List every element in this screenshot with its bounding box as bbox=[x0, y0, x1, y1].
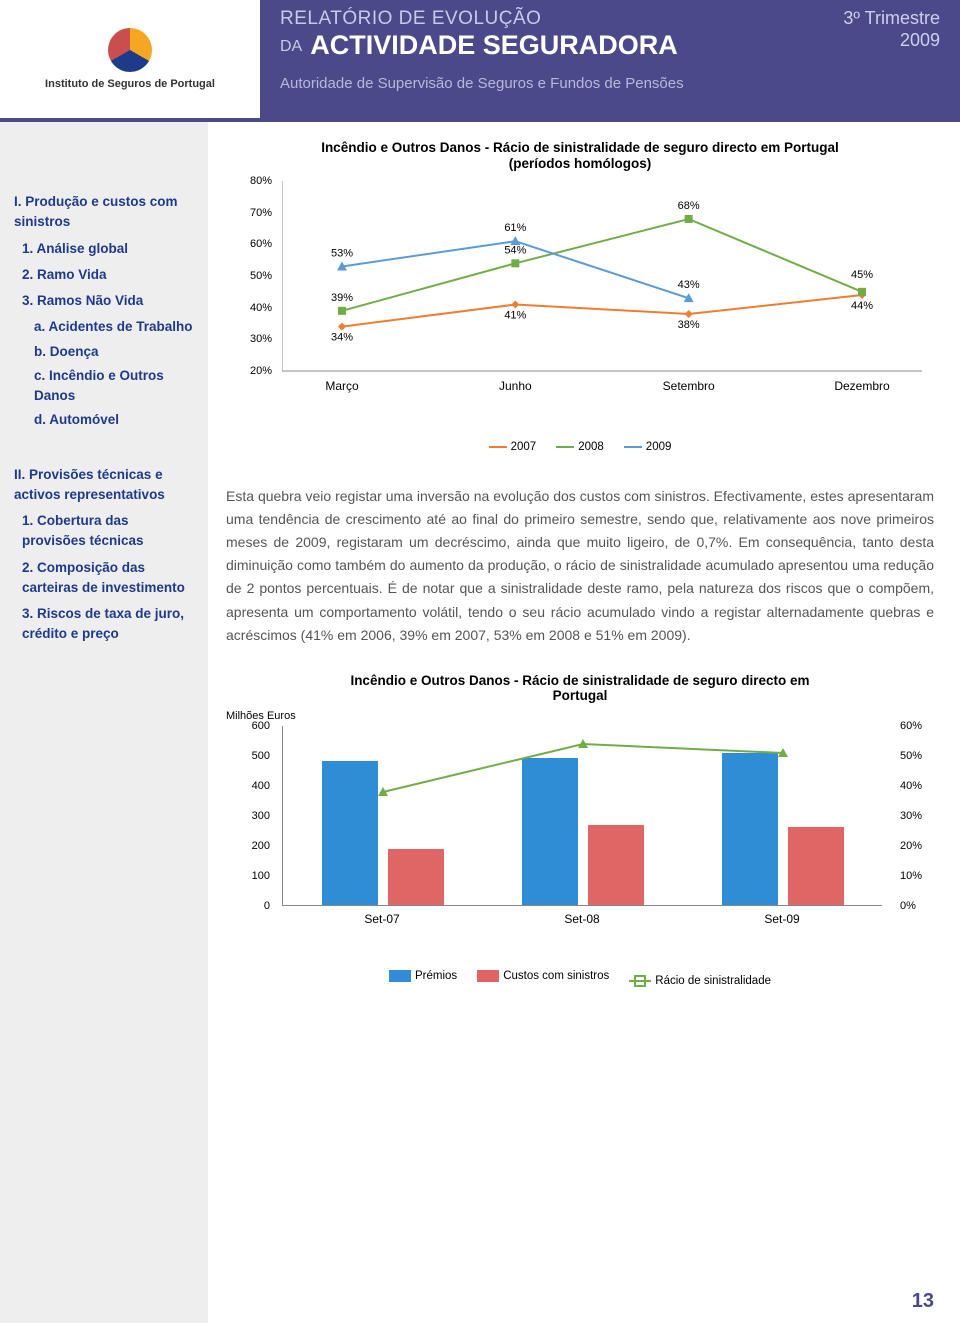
svg-text:53%: 53% bbox=[331, 248, 353, 260]
svg-text:38%: 38% bbox=[678, 319, 700, 331]
chart2-title: Incêndio e Outros Danos - Rácio de sinis… bbox=[226, 673, 934, 704]
chart1-ytick: 50% bbox=[226, 270, 272, 282]
content-area: Incêndio e Outros Danos - Rácio de sinis… bbox=[208, 122, 960, 1323]
legend-swatch-icon bbox=[389, 970, 411, 982]
legend-line-icon bbox=[629, 980, 651, 982]
chart1-ytick: 70% bbox=[226, 207, 272, 219]
nav-item-analise-global[interactable]: 1. Análise global bbox=[22, 239, 194, 259]
legend-swatch-icon bbox=[477, 970, 499, 982]
chart1-xtick: Junho bbox=[499, 379, 532, 393]
svg-text:41%: 41% bbox=[504, 310, 526, 322]
nav-sub-acidentes[interactable]: a. Acidentes de Trabalho bbox=[34, 317, 194, 337]
page-header: Instituto de Seguros de Portugal RELATÓR… bbox=[0, 0, 960, 120]
chart2-legend-item: Prémios bbox=[389, 970, 457, 982]
chart2-ytick-right: 40% bbox=[900, 780, 934, 792]
body-paragraph: Esta quebra veio registar uma inversão n… bbox=[226, 485, 934, 647]
chart2-ytick-right: 0% bbox=[900, 900, 934, 912]
nav-item-riscos[interactable]: 3. Riscos de taxa de juro, crédito e pre… bbox=[22, 604, 194, 645]
chart1-legend-item: 2008 bbox=[556, 441, 604, 453]
nav-section-1[interactable]: I. Produção e custos com sinistros bbox=[14, 192, 194, 233]
chart2-ytick-left: 300 bbox=[236, 810, 270, 822]
chart1-ytick: 30% bbox=[226, 333, 272, 345]
chart2-ytick-left: 0 bbox=[236, 900, 270, 912]
chart1-line: 20%30%40%50%60%70%80%34%41%38%44%39%54%6… bbox=[226, 181, 934, 431]
svg-text:61%: 61% bbox=[504, 222, 526, 234]
chart1-legend-item: 2007 bbox=[489, 441, 537, 453]
report-title-line2: DAACTIVIDADE SEGURADORA bbox=[280, 30, 678, 61]
svg-text:39%: 39% bbox=[331, 292, 353, 304]
logo-text: Instituto de Seguros de Portugal bbox=[45, 78, 215, 90]
nav-item-cobertura[interactable]: 1. Cobertura das provisões técnicas bbox=[22, 511, 194, 552]
chart1-ytick: 80% bbox=[226, 175, 272, 187]
logo-icon bbox=[108, 28, 152, 72]
legend-swatch-icon bbox=[489, 446, 507, 448]
svg-text:44%: 44% bbox=[851, 300, 873, 312]
chart1-ytick: 60% bbox=[226, 238, 272, 250]
chart2-ytick-right: 20% bbox=[900, 840, 934, 852]
chart1-ytick: 40% bbox=[226, 302, 272, 314]
chart2-xtick: Set-07 bbox=[364, 912, 399, 926]
nav-section-2[interactable]: II. Provisões técnicas e activos represe… bbox=[14, 465, 194, 506]
chart2-legend: Prémios Custos com sinistros Rácio de sini… bbox=[226, 970, 934, 987]
chart1-legend-item: 2009 bbox=[624, 441, 672, 453]
nav-item-ramos-nao-vida[interactable]: 3. Ramos Não Vida bbox=[22, 291, 194, 311]
chart1-xtick: Setembro bbox=[663, 379, 715, 393]
header-subtitle: Autoridade de Supervisão de Seguros e Fu… bbox=[280, 75, 940, 92]
chart2-xtick: Set-08 bbox=[564, 912, 599, 926]
svg-text:68%: 68% bbox=[678, 200, 700, 212]
chart1-xtick: Março bbox=[325, 379, 358, 393]
nav-item-ramo-vida[interactable]: 2. Ramo Vida bbox=[22, 265, 194, 285]
nav-sub-incendio[interactable]: c. Incêndio e Outros Danos bbox=[34, 366, 194, 407]
chart1-title: Incêndio e Outros Danos - Rácio de sinis… bbox=[226, 140, 934, 171]
chart1-ytick: 20% bbox=[226, 365, 272, 377]
chart1-legend: 2007 2008 2009 bbox=[226, 439, 934, 453]
page-number: 13 bbox=[912, 1290, 934, 1313]
chart2-ytick-left: 400 bbox=[236, 780, 270, 792]
svg-text:54%: 54% bbox=[504, 244, 526, 256]
chart2-ytick-right: 60% bbox=[900, 720, 934, 732]
svg-text:34%: 34% bbox=[331, 332, 353, 344]
nav-sub-doenca[interactable]: b. Doença bbox=[34, 342, 194, 362]
svg-text:45%: 45% bbox=[851, 269, 873, 281]
svg-text:43%: 43% bbox=[678, 279, 700, 291]
legend-swatch-icon bbox=[556, 446, 574, 448]
report-period: 3º Trimestre 2009 bbox=[843, 8, 940, 51]
nav-sub-automovel[interactable]: d. Automóvel bbox=[34, 410, 194, 430]
chart2-ytick-right: 10% bbox=[900, 870, 934, 882]
chart2-legend-item: Custos com sinistros bbox=[477, 970, 609, 982]
chart2-xtick: Set-09 bbox=[764, 912, 799, 926]
chart2-ytick-left: 200 bbox=[236, 840, 270, 852]
chart2-ytick-right: 50% bbox=[900, 750, 934, 762]
header-main: RELATÓRIO DE EVOLUÇÃO DAACTIVIDADE SEGUR… bbox=[260, 0, 960, 118]
logo-block: Instituto de Seguros de Portugal bbox=[0, 0, 260, 118]
chart2-ytick-left: 100 bbox=[236, 870, 270, 882]
chart2-ytick-left: 500 bbox=[236, 750, 270, 762]
report-title-line1: RELATÓRIO DE EVOLUÇÃO bbox=[280, 8, 678, 30]
sidebar-nav: I. Produção e custos com sinistros 1. An… bbox=[0, 122, 208, 1323]
chart2-combo: Milhões Euros01002003004005006000%10%20%… bbox=[226, 710, 934, 970]
chart2-ytick-right: 30% bbox=[900, 810, 934, 822]
chart1-xtick: Dezembro bbox=[834, 379, 889, 393]
chart2-legend-item: Rácio de sinistralidade bbox=[629, 975, 771, 987]
nav-item-composicao[interactable]: 2. Composição das carteiras de investime… bbox=[22, 558, 194, 599]
legend-swatch-icon bbox=[624, 446, 642, 448]
chart2-ytick-left: 600 bbox=[236, 720, 270, 732]
